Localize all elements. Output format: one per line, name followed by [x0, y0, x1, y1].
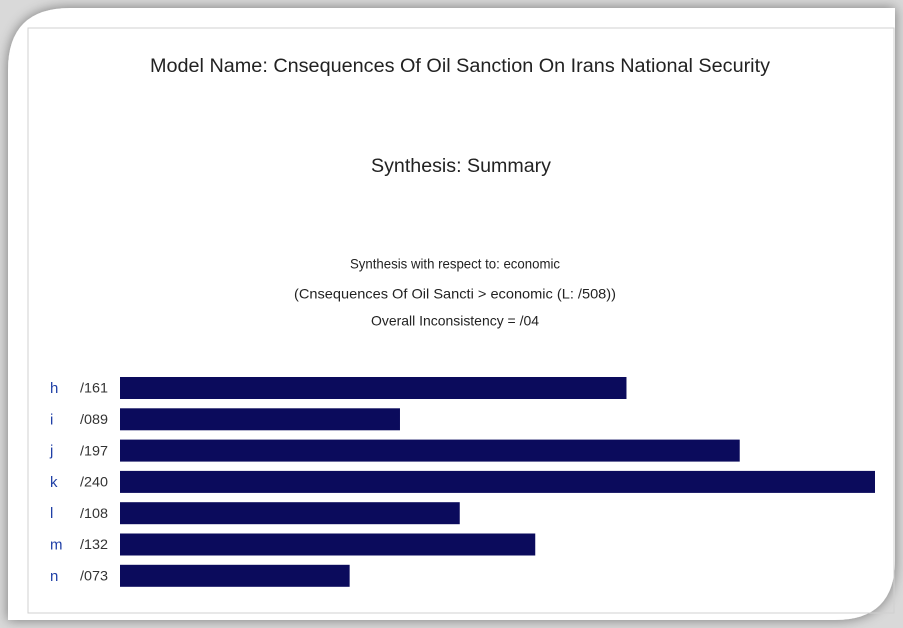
value-label: /197 — [80, 442, 108, 458]
value-label: /108 — [80, 505, 108, 521]
category-label: j — [49, 443, 53, 460]
value-label: /073 — [80, 568, 108, 584]
value-label: /089 — [80, 411, 108, 427]
panel-border — [27, 27, 895, 614]
bar — [120, 377, 627, 399]
category-label: i — [50, 411, 53, 428]
value-label: /161 — [80, 380, 108, 396]
chart-subtitle: Synthesis: Summary — [371, 156, 552, 177]
bar — [120, 439, 740, 462]
category-label: k — [50, 474, 58, 491]
category-label: h — [50, 380, 58, 397]
category-label: n — [50, 568, 58, 585]
annotation: (Cnsequences Of Oil Sancti > economic (L… — [294, 286, 616, 302]
card — [8, 8, 895, 620]
bar — [120, 470, 875, 493]
chart-title: Model Name: Cnsequences Of Oil Sanction … — [150, 56, 771, 77]
annotation: Synthesis with respect to: economic — [350, 256, 560, 272]
category-label: m — [50, 536, 63, 553]
bar — [120, 564, 350, 587]
bar — [120, 502, 460, 525]
value-label: /240 — [80, 474, 108, 490]
bar — [120, 533, 536, 556]
bar — [120, 408, 400, 431]
annotation: Overall Inconsistency = /04 — [371, 313, 539, 329]
category-label: l — [50, 505, 53, 522]
value-label: /132 — [80, 536, 108, 552]
